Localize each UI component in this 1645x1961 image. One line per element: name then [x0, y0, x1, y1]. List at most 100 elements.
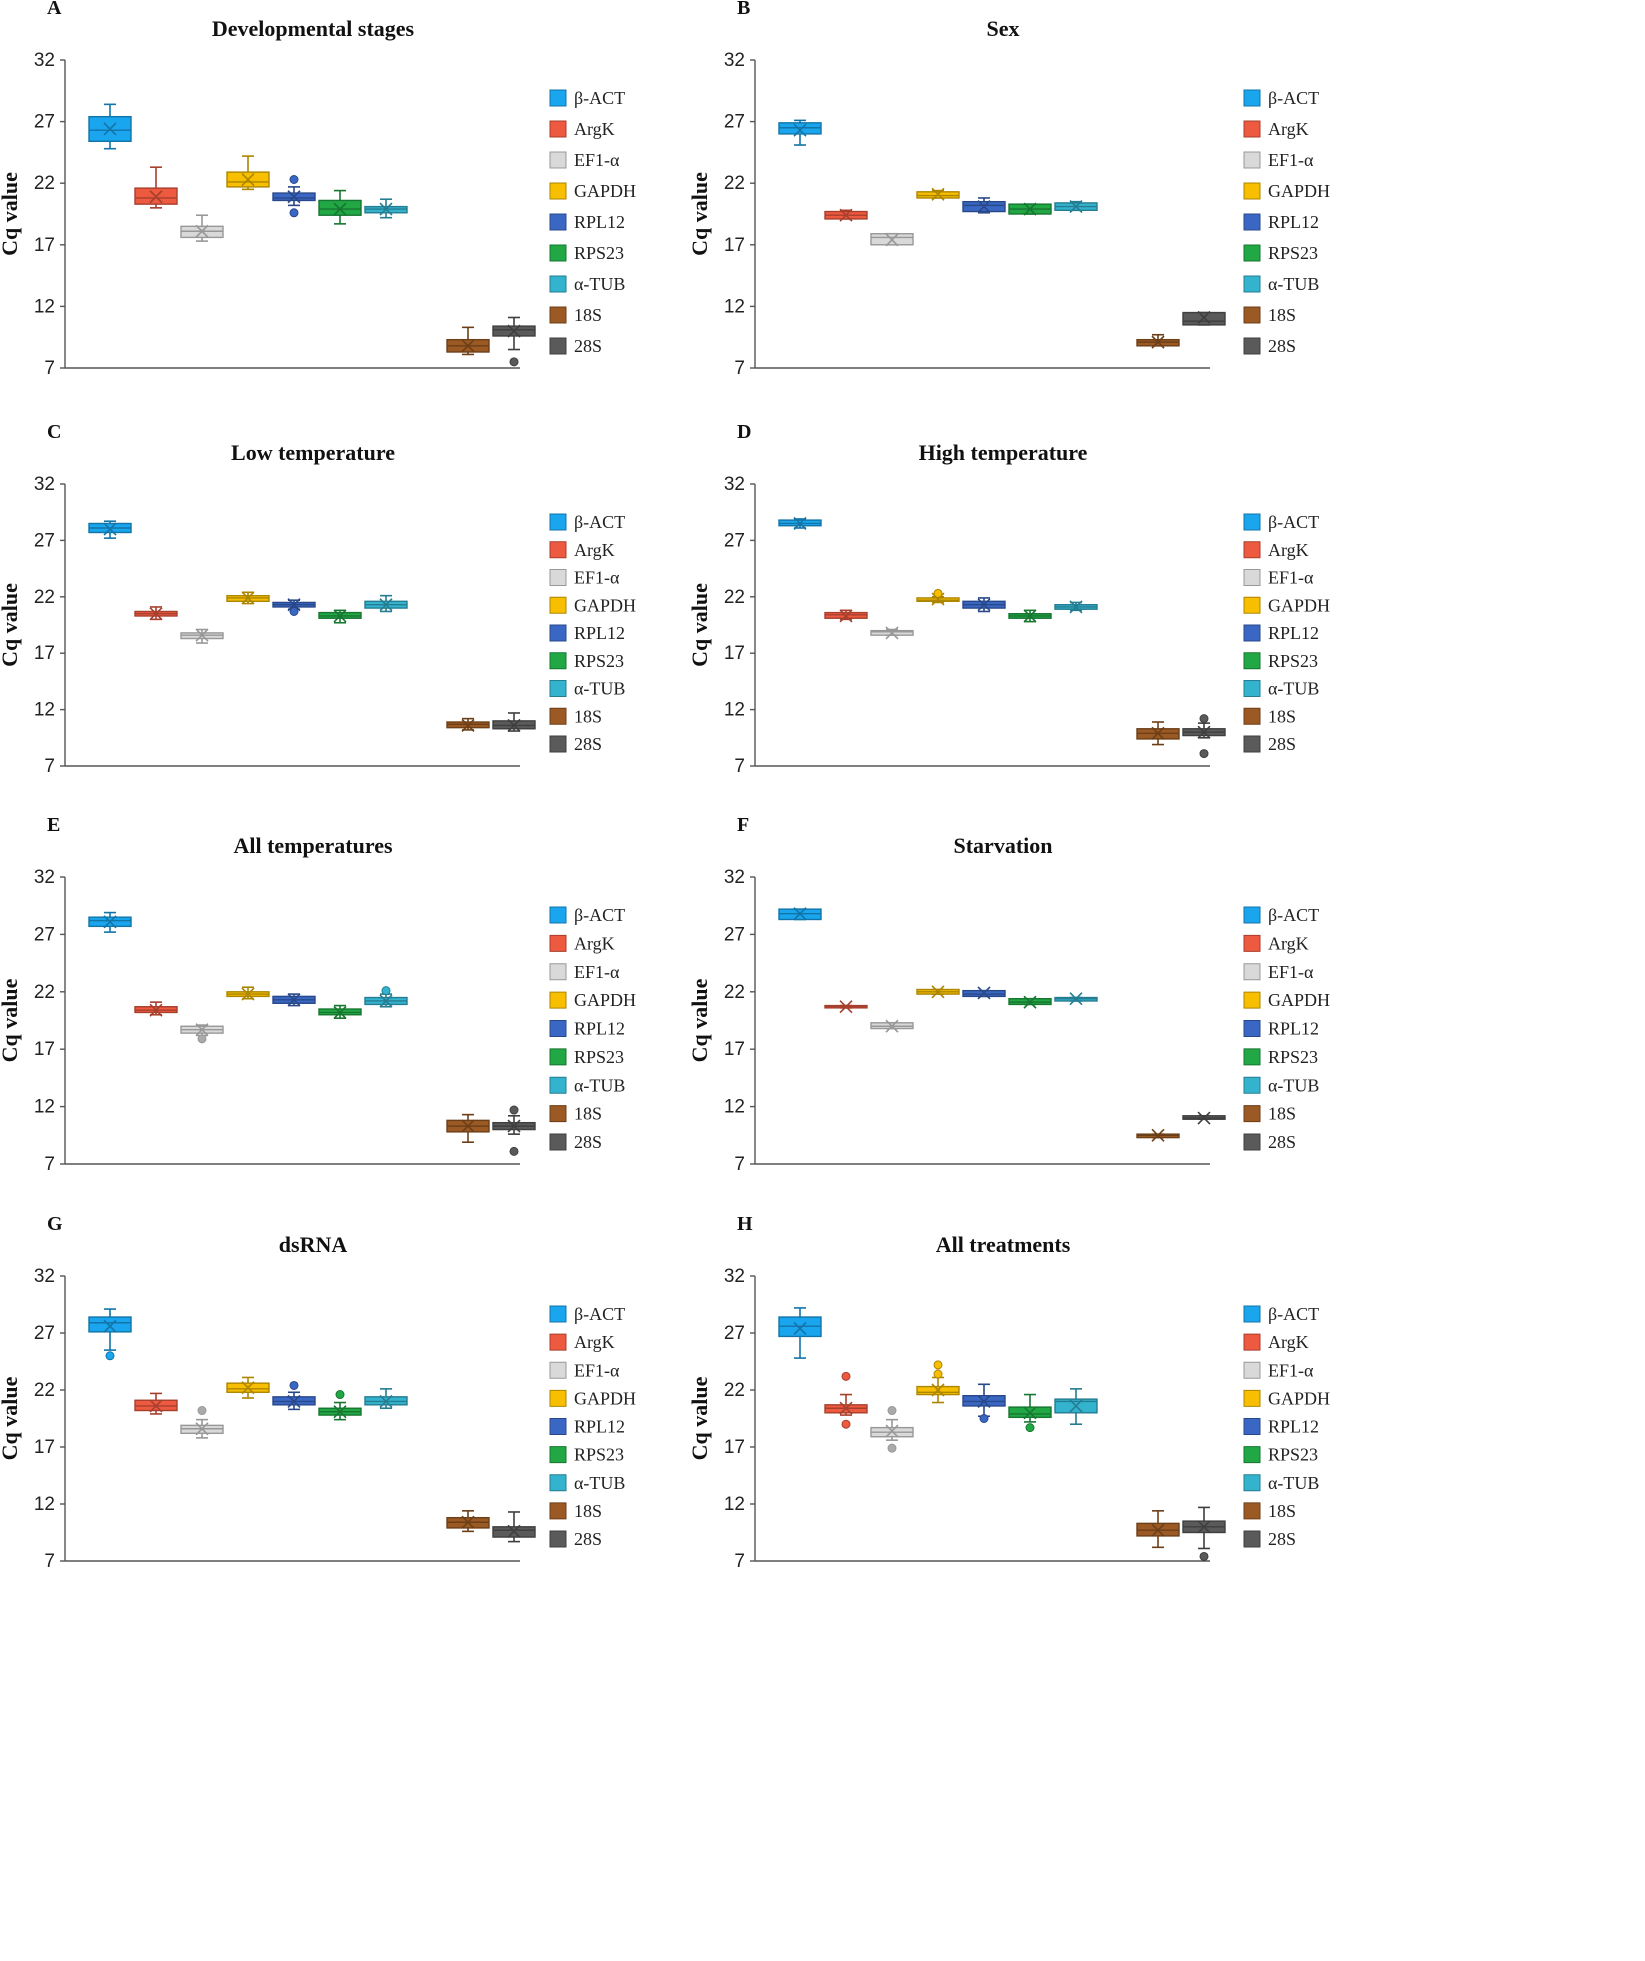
mean-marker [195, 628, 209, 642]
panel-B: B Sex Cq value 7 12 17 22 27 32 β-ACT ArgK EF1-α GAP… [687, 0, 1330, 379]
legend-label: 18S [1268, 706, 1296, 726]
legend-label: α-TUB [574, 679, 625, 699]
y-tick-label: 17 [34, 235, 55, 256]
y-axis-label: Cq value [687, 978, 712, 1062]
legend-swatch [549, 120, 567, 138]
box-β-ACT [778, 907, 822, 921]
legend-label: GAPDH [574, 1388, 636, 1408]
legend-label: 28S [574, 1529, 602, 1549]
y-tick-label: 17 [34, 643, 55, 664]
box-β-ACT [88, 520, 132, 539]
panel-title: All temperatures [233, 833, 392, 858]
mean-marker [507, 718, 521, 732]
panel-letter: E [47, 814, 60, 836]
mean-marker [149, 190, 163, 204]
outlier-point [933, 588, 943, 598]
y-tick-label: 12 [724, 296, 745, 317]
mean-marker [885, 1019, 899, 1033]
box-ArgK [824, 609, 868, 623]
panel-A: A Developmental stages Cq value 7 12 17 22 27 32… [0, 0, 636, 379]
mean-marker [1023, 995, 1037, 1009]
legend-swatch [1243, 624, 1261, 642]
legend-swatch [1243, 963, 1261, 981]
legend-label: 18S [574, 1501, 602, 1521]
legend-label: β-ACT [1268, 88, 1319, 108]
legend-swatch [549, 244, 567, 262]
legend-label: RPL12 [574, 1417, 625, 1437]
legend-label: ArgK [574, 540, 615, 560]
y-tick-label: 32 [34, 1266, 55, 1287]
box-28S [492, 1105, 536, 1156]
legend-swatch [549, 1305, 567, 1323]
legend-swatch [1243, 1361, 1261, 1379]
box-β-ACT [778, 119, 822, 146]
box-28S [1182, 714, 1226, 759]
mean-marker [461, 1515, 475, 1529]
legend-label: α-TUB [574, 1075, 625, 1095]
legend-swatch [549, 1105, 567, 1123]
box-18S [446, 1113, 490, 1143]
outlier-point [1025, 1423, 1035, 1433]
legend-label: 18S [1268, 1104, 1296, 1124]
legend-label: GAPDH [574, 595, 636, 615]
legend: β-ACT ArgK EF1-α GAPDH RPL12 RPS23 α-TUB 18S 28S [1243, 905, 1330, 1152]
y-tick-label: 12 [34, 296, 55, 317]
box-RPL12 [962, 197, 1006, 214]
mean-marker [507, 324, 521, 338]
box-RPS23 [1008, 202, 1052, 216]
legend-label: 18S [574, 706, 602, 726]
legend-label: EF1-α [1268, 150, 1314, 170]
legend-label: RPL12 [574, 1019, 625, 1039]
mean-marker [885, 233, 899, 247]
mean-marker [461, 718, 475, 732]
box-α-TUB [1054, 992, 1098, 1006]
box-ArgK [824, 208, 868, 222]
legend-swatch [549, 306, 567, 324]
legend-swatch [1243, 569, 1261, 586]
y-tick-label: 17 [724, 235, 745, 256]
legend-swatch [549, 1502, 567, 1520]
y-axis-label: Cq value [0, 978, 22, 1062]
legend-swatch [549, 906, 567, 924]
legend-swatch [1243, 652, 1261, 670]
mean-marker [885, 1424, 899, 1438]
box-28S [1182, 1506, 1226, 1561]
legend-label: RPL12 [574, 212, 625, 232]
y-tick-label: 17 [724, 1437, 745, 1458]
legend-label: EF1-α [1268, 962, 1314, 982]
panel-H: H All treatments Cq value 7 12 17 22 27 32 β-ACT A… [687, 1213, 1330, 1572]
outlier-point [1199, 1551, 1209, 1561]
panel-letter: B [737, 0, 750, 19]
legend-swatch [549, 652, 567, 670]
mean-marker [379, 1394, 393, 1408]
legend-swatch [1243, 1076, 1261, 1094]
y-tick-label: 22 [724, 587, 745, 608]
box-ArgK [134, 1392, 178, 1415]
legend-swatch [1243, 1333, 1261, 1351]
box-RPL12 [962, 986, 1006, 1000]
mean-marker [507, 1524, 521, 1538]
legend-swatch [1243, 680, 1261, 697]
box-28S [1182, 310, 1226, 326]
mean-marker [793, 516, 807, 531]
y-tick-label: 7 [44, 1551, 55, 1572]
box-β-ACT [88, 911, 132, 933]
legend-label: β-ACT [574, 905, 625, 925]
box-GAPDH [916, 588, 960, 606]
legend-label: RPS23 [574, 1047, 624, 1067]
legend-label: GAPDH [574, 181, 636, 201]
mean-marker [885, 626, 899, 640]
legend-label: ArgK [1268, 933, 1309, 953]
legend-label: RPS23 [574, 243, 624, 263]
box-ArgK [134, 1001, 178, 1017]
mean-marker [793, 907, 807, 921]
legend-label: EF1-α [574, 962, 620, 982]
box-RPS23 [1008, 609, 1052, 623]
legend-label: RPS23 [574, 651, 624, 671]
y-tick-label: 12 [724, 1097, 745, 1118]
box-EF1-α [180, 628, 224, 644]
y-tick-label: 27 [34, 1323, 55, 1344]
legend-label: β-ACT [574, 512, 625, 532]
mean-marker [461, 339, 475, 353]
outlier-point [1199, 749, 1209, 759]
